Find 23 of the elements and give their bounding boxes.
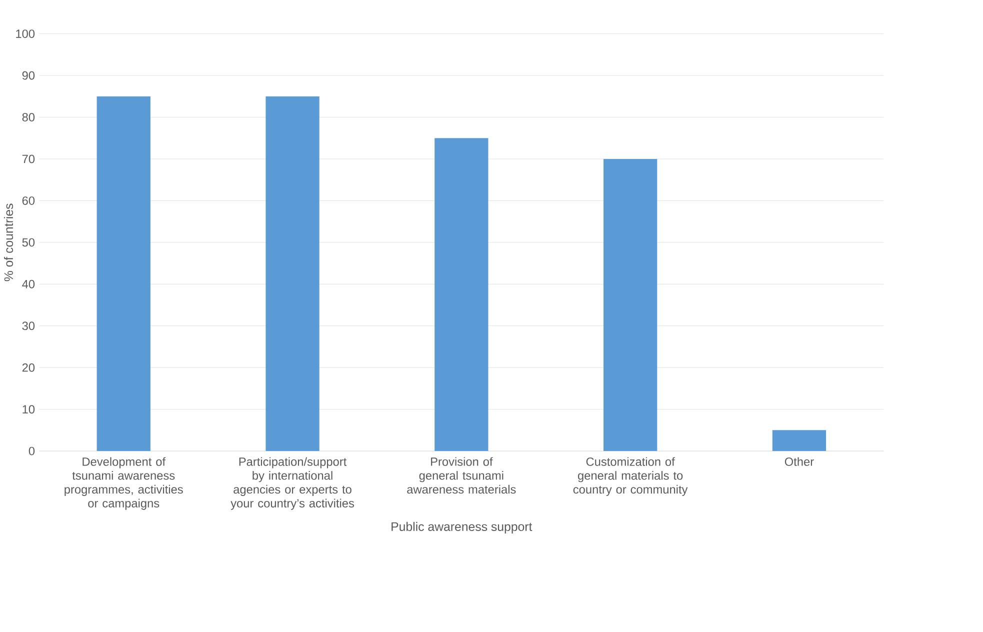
y-axis-title: % of countries xyxy=(4,204,14,282)
x-axis-title: Public awareness support xyxy=(392,522,532,534)
y-tick-label: 50 xyxy=(22,238,35,247)
y-tick-label: 40 xyxy=(22,280,35,288)
y-tick-label: 60 xyxy=(22,196,35,205)
y-tick-label: 100 xyxy=(16,30,35,38)
bar xyxy=(603,159,658,452)
x-tick-label: Participation/support by international agencies or experts to your country’s activities xyxy=(230,457,354,510)
x-tick-label: Other xyxy=(784,457,814,466)
y-tick-label: 10 xyxy=(22,405,35,414)
y-tick-label: 70 xyxy=(22,154,35,164)
x-tick-label: Development of tsunami awareness programmes, activities or campaigns xyxy=(64,457,183,510)
y-tick-label: 0 xyxy=(28,446,35,456)
x-tick-label: Customization of general materials to country or community xyxy=(573,457,688,496)
bar xyxy=(266,96,320,452)
y-tick-label: 80 xyxy=(22,113,35,122)
y-tick-label: 90 xyxy=(22,71,35,80)
bar xyxy=(434,138,488,452)
x-tick-label: Provision of general tsunami awareness materials xyxy=(407,457,516,494)
bar xyxy=(772,430,826,452)
y-tick-label: 30 xyxy=(22,322,35,330)
y-tick-label: 20 xyxy=(22,363,35,372)
bar xyxy=(96,96,150,452)
